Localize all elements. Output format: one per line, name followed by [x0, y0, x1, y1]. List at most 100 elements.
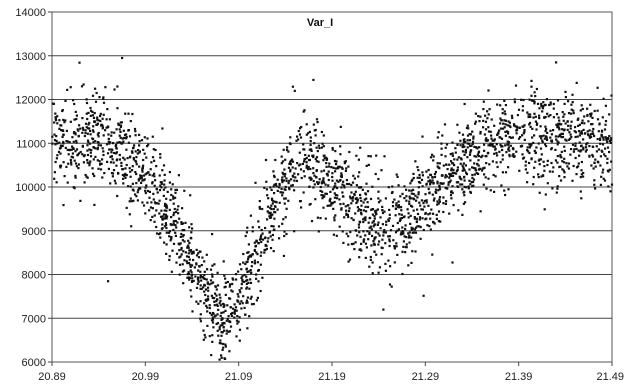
data-point	[174, 196, 177, 199]
data-point	[86, 159, 89, 162]
data-point	[366, 190, 370, 193]
data-point	[538, 191, 541, 194]
data-point	[245, 301, 248, 304]
data-point	[57, 150, 61, 153]
data-point	[508, 136, 511, 139]
data-point	[91, 167, 94, 170]
data-point	[487, 130, 491, 133]
data-point	[347, 243, 350, 246]
data-point	[178, 263, 182, 266]
data-point	[233, 312, 236, 315]
data-point	[92, 130, 95, 133]
data-point	[78, 124, 81, 127]
data-point	[189, 194, 192, 197]
data-point	[240, 268, 243, 271]
data-point	[284, 158, 287, 161]
data-point	[116, 85, 119, 88]
data-point	[151, 156, 155, 159]
data-point	[315, 156, 319, 159]
data-point	[508, 121, 511, 124]
data-point	[530, 94, 533, 97]
data-point	[72, 140, 75, 143]
data-point	[196, 278, 199, 281]
data-point	[530, 157, 533, 160]
data-point	[155, 225, 158, 229]
data-point	[524, 164, 527, 167]
data-point	[513, 123, 516, 126]
data-point	[238, 328, 242, 331]
data-point	[105, 143, 109, 146]
data-point	[155, 232, 159, 235]
data-point	[132, 199, 135, 202]
data-point	[182, 250, 185, 253]
data-point	[125, 137, 128, 140]
data-point	[187, 239, 190, 242]
data-point	[296, 135, 299, 138]
data-point	[572, 112, 575, 115]
data-point	[77, 135, 80, 138]
data-point	[218, 341, 221, 345]
data-point	[322, 195, 325, 198]
data-point	[321, 142, 324, 145]
data-point	[187, 246, 190, 249]
data-point	[241, 280, 244, 283]
data-point	[309, 202, 312, 206]
data-point	[402, 216, 406, 219]
data-point	[526, 111, 529, 114]
data-point	[522, 157, 525, 160]
data-point	[371, 213, 374, 216]
data-point	[452, 204, 455, 207]
data-point	[595, 145, 598, 148]
data-point	[99, 144, 102, 147]
data-point	[482, 100, 485, 103]
data-point	[482, 167, 485, 170]
data-point	[89, 155, 93, 158]
data-point	[288, 188, 291, 191]
data-point	[216, 329, 219, 332]
data-point	[446, 187, 449, 190]
data-point	[578, 141, 581, 144]
data-point	[189, 249, 193, 252]
data-point	[291, 166, 294, 169]
data-point	[245, 231, 248, 234]
data-point	[266, 218, 269, 221]
data-point	[587, 133, 590, 136]
data-point	[510, 136, 513, 139]
data-point	[559, 165, 562, 168]
data-point	[410, 204, 413, 207]
data-point	[529, 144, 532, 148]
data-point	[437, 220, 440, 223]
data-point	[174, 231, 177, 234]
data-point	[569, 137, 572, 140]
data-point	[338, 225, 341, 228]
data-point	[410, 226, 413, 229]
data-point	[542, 101, 545, 104]
data-point	[190, 271, 193, 274]
data-point	[264, 158, 268, 162]
data-point	[573, 130, 576, 133]
data-point	[287, 182, 290, 185]
data-point	[151, 174, 154, 177]
data-point	[110, 151, 113, 154]
data-point	[120, 161, 123, 164]
data-point	[367, 155, 370, 158]
data-point	[369, 216, 372, 219]
data-point	[410, 236, 413, 239]
data-point	[268, 215, 271, 218]
data-point	[498, 150, 501, 153]
data-point	[59, 144, 62, 147]
data-point	[288, 179, 291, 182]
data-point	[481, 154, 484, 157]
data-point	[224, 293, 227, 296]
data-point	[64, 146, 67, 149]
data-point	[471, 142, 474, 146]
data-point	[206, 297, 210, 301]
data-point	[96, 116, 99, 119]
data-point	[381, 211, 385, 215]
data-point	[412, 192, 415, 196]
data-point	[218, 302, 221, 305]
data-point	[235, 319, 239, 322]
data-point	[360, 211, 363, 214]
data-point	[404, 227, 407, 231]
data-point	[474, 169, 478, 172]
